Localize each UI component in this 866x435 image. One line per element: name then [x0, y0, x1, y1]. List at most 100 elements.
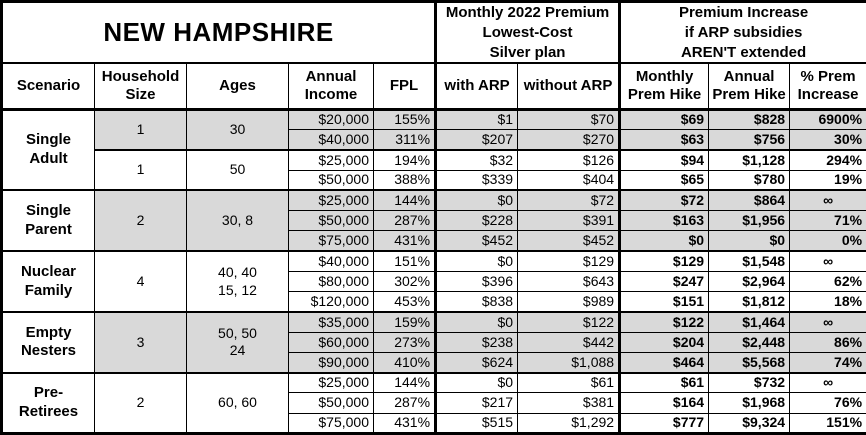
income-cell: $50,000 — [288, 210, 374, 232]
scenario-cell: Single Adult — [1, 108, 95, 191]
income-cell: $25,000 — [288, 189, 374, 212]
monthly-hike-cell: $61 — [618, 371, 710, 394]
with-arp-cell: $452 — [434, 230, 519, 252]
annual-hike-cell: $1,464 — [708, 310, 791, 333]
table-row: Nuclear Family 4 40, 40 15, 12 $40,000 1… — [1, 250, 866, 313]
income-cell: $25,000 — [288, 371, 374, 394]
pct-increase-cell: 30% — [789, 129, 866, 151]
monthly-hike-cell: $464 — [618, 351, 710, 374]
monthly-hike-cell: $72 — [618, 189, 710, 212]
with-arp-cell: $624 — [434, 351, 519, 374]
col-header-ages: Ages — [186, 62, 289, 111]
household-size-cell: 2 — [94, 189, 187, 252]
column-header-row: Scenario Household Size Ages Annual Inco… — [1, 62, 866, 111]
fpl-cell: 151% — [372, 250, 437, 272]
fpl-cell: 287% — [372, 210, 437, 232]
monthly-hike-cell: $163 — [618, 210, 710, 232]
income-cell: $90,000 — [288, 351, 374, 374]
without-arp-cell: $381 — [517, 392, 621, 414]
income-cell: $35,000 — [288, 310, 374, 333]
ages-cell: 30 — [186, 108, 289, 151]
fpl-cell: 431% — [372, 412, 437, 435]
fpl-cell: 144% — [372, 371, 437, 394]
fpl-cell: 431% — [372, 230, 437, 252]
income-cell: $80,000 — [288, 270, 374, 293]
without-arp-cell: $126 — [517, 148, 621, 171]
ages-cell: 30, 8 — [186, 189, 289, 252]
pct-increase-cell: ∞ — [789, 371, 866, 394]
annual-hike-cell: $2,448 — [708, 331, 791, 353]
annual-hike-cell: $9,324 — [708, 412, 791, 435]
income-cell: $40,000 — [288, 129, 374, 151]
fpl-cell: 194% — [372, 148, 437, 171]
pct-increase-cell: 76% — [789, 392, 866, 414]
monthly-hike-cell: $129 — [618, 250, 710, 272]
fpl-cell: 388% — [372, 169, 437, 191]
col-header-fpl: FPL — [372, 62, 437, 111]
with-arp-cell: $515 — [434, 412, 519, 435]
household-size-cell: 3 — [94, 310, 187, 374]
with-arp-cell: $0 — [434, 371, 519, 394]
table-row: $80,000 302% $396 $643 $247 $2,964 62% — [2, 270, 866, 293]
scenario-cell: Empty Nesters — [1, 310, 95, 374]
annual-hike-cell: $2,964 — [708, 270, 791, 293]
monthly-hike-cell: $94 — [618, 148, 710, 171]
annual-hike-cell: $1,128 — [708, 148, 791, 171]
pct-increase-cell: 62% — [789, 270, 866, 293]
with-arp-cell: $217 — [434, 392, 519, 414]
without-arp-cell: $1,088 — [517, 351, 621, 374]
table-row: Single Parent 2 30, 8 $25,000 144% $0 $7… — [1, 189, 866, 252]
table-row: $90,000 410% $624 $1,088 $464 $5,568 74% — [2, 351, 866, 374]
pct-increase-cell: 6900% — [789, 108, 866, 131]
fpl-cell: 302% — [372, 270, 437, 293]
income-cell: $75,000 — [288, 412, 374, 435]
with-arp-cell: $0 — [434, 189, 519, 212]
monthly-hike-cell: $0 — [618, 230, 710, 252]
annual-hike-cell: $1,956 — [708, 210, 791, 232]
table-row: Empty Nesters 3 50, 50 24 $35,000 159% $… — [1, 310, 866, 374]
pct-increase-cell: 74% — [789, 351, 866, 374]
fpl-cell: 159% — [372, 310, 437, 333]
without-arp-cell: $270 — [517, 129, 621, 151]
with-arp-cell: $32 — [434, 148, 519, 171]
pct-increase-cell: ∞ — [789, 250, 866, 272]
fpl-cell: 453% — [372, 291, 437, 313]
with-arp-cell: $0 — [434, 250, 519, 272]
household-size-cell: 1 — [94, 148, 187, 191]
monthly-hike-cell: $204 — [618, 331, 710, 353]
without-arp-cell: $989 — [517, 291, 621, 313]
col-header-without-arp: without ARP — [517, 62, 621, 111]
monthly-hike-cell: $164 — [618, 392, 710, 414]
income-cell: $20,000 — [288, 108, 374, 131]
household-size-cell: 4 — [94, 250, 187, 313]
without-arp-cell: $61 — [517, 371, 621, 394]
monthly-hike-cell: $69 — [618, 108, 710, 131]
ages-cell: 60, 60 — [186, 371, 289, 434]
pct-increase-cell: 0% — [789, 230, 866, 252]
scenario-cell: Nuclear Family — [1, 250, 95, 313]
with-arp-cell: $1 — [434, 108, 519, 131]
pct-increase-cell: 18% — [789, 291, 866, 313]
monthly-hike-cell: $65 — [618, 169, 710, 191]
ages-cell: 50 — [186, 148, 289, 191]
state-title: NEW HAMPSHIRE — [0, 1, 437, 65]
income-cell: $120,000 — [288, 291, 374, 313]
with-arp-cell: $207 — [434, 129, 519, 151]
table-row: $40,000 311% $207 $270 $63 $756 30% — [2, 129, 866, 151]
without-arp-cell: $122 — [517, 310, 621, 333]
pct-increase-cell: ∞ — [789, 310, 866, 333]
annual-hike-cell: $1,812 — [708, 291, 791, 313]
pct-increase-cell: 71% — [789, 210, 866, 232]
annual-hike-cell: $5,568 — [708, 351, 791, 374]
fpl-cell: 273% — [372, 331, 437, 353]
pct-increase-cell: 294% — [789, 148, 866, 171]
without-arp-cell: $404 — [517, 169, 621, 191]
annual-hike-cell: $732 — [708, 371, 791, 394]
col-header-pct-increase: % Prem Increase — [789, 62, 866, 111]
without-arp-cell: $129 — [517, 250, 621, 272]
annual-hike-cell: $828 — [708, 108, 791, 131]
annual-hike-cell: $1,968 — [708, 392, 791, 414]
household-size-cell: 2 — [94, 371, 187, 434]
annual-hike-cell: $756 — [708, 129, 791, 151]
income-cell: $40,000 — [288, 250, 374, 272]
